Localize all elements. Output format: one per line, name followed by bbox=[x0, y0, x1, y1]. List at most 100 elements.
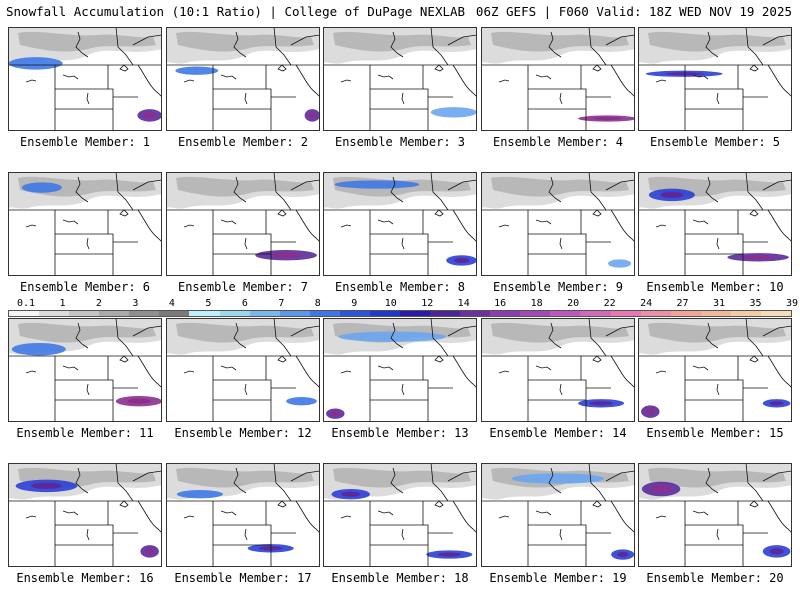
ensemble-member-label: Ensemble Member: 3 bbox=[334, 135, 466, 149]
colorbar-swatch bbox=[580, 311, 611, 316]
ensemble-panel bbox=[166, 318, 320, 422]
moderate-snow-shading bbox=[648, 467, 786, 488]
lake-outlines bbox=[655, 500, 759, 541]
snowfall-core bbox=[308, 112, 317, 119]
state-boundaries bbox=[638, 172, 792, 276]
snowfall-map bbox=[323, 27, 477, 131]
snowfall-core bbox=[270, 252, 302, 258]
colorbar-swatch bbox=[9, 311, 40, 316]
state-boundaries bbox=[166, 463, 320, 567]
snowfall-max-area bbox=[8, 57, 63, 70]
moderate-snow-shading bbox=[648, 31, 786, 52]
snowfall-map bbox=[8, 463, 162, 567]
colorbar-swatch bbox=[279, 311, 310, 316]
colorbar-tick-label: 31 bbox=[713, 298, 726, 309]
snowfall-map bbox=[8, 27, 162, 131]
state-boundaries bbox=[638, 27, 792, 131]
moderate-snow-shading bbox=[176, 31, 314, 52]
ensemble-member-label: Ensemble Member: 12 bbox=[174, 426, 312, 440]
snowfall-map bbox=[166, 463, 320, 567]
snowfall-max-area bbox=[21, 182, 62, 193]
snowfall-map bbox=[8, 318, 162, 422]
snowfall-core bbox=[437, 552, 461, 557]
colorbar-swatch bbox=[670, 311, 701, 316]
colorbar-bar bbox=[8, 310, 792, 317]
colorbar-swatch bbox=[760, 311, 792, 316]
colorbar-swatch bbox=[369, 311, 401, 316]
snowfall-map bbox=[638, 172, 792, 276]
ensemble-panel bbox=[638, 318, 792, 422]
colorbar-swatch bbox=[520, 311, 551, 316]
moderate-snow-shading bbox=[491, 31, 629, 52]
snowfall-map bbox=[481, 27, 635, 131]
snowfall-core bbox=[616, 551, 629, 558]
state-boundaries bbox=[166, 318, 320, 422]
colorbar-swatch bbox=[339, 311, 370, 316]
ensemble-member-label: Ensemble Member: 15 bbox=[646, 426, 784, 440]
snowfall-map bbox=[638, 318, 792, 422]
lake-outlines bbox=[498, 500, 602, 541]
ensemble-panel bbox=[323, 463, 477, 567]
lake-outlines bbox=[25, 500, 129, 541]
moderate-snow-shading bbox=[176, 322, 314, 343]
snowfall-core bbox=[127, 398, 151, 404]
state-boundaries bbox=[323, 27, 477, 131]
state-boundaries bbox=[323, 463, 477, 567]
state-boundaries bbox=[8, 27, 162, 131]
lake-outlines bbox=[340, 209, 444, 250]
colorbar-tick-label: 8 bbox=[314, 298, 321, 309]
colorbar-swatch bbox=[69, 311, 100, 316]
model-run-info: 06Z GEFS | F060 Valid: 18Z WED NOV 19 20… bbox=[475, 4, 792, 19]
colorbar-swatch bbox=[219, 311, 250, 316]
ensemble-member-label: Ensemble Member: 13 bbox=[331, 426, 469, 440]
ensemble-panel bbox=[166, 463, 320, 567]
snowfall-core bbox=[145, 548, 155, 555]
colorbar-tick-label: 22 bbox=[603, 298, 616, 309]
snowfall-max-area bbox=[286, 397, 317, 406]
snowfall-core bbox=[769, 548, 784, 555]
ensemble-member-label: Ensemble Member: 20 bbox=[646, 571, 784, 585]
lake-outlines bbox=[655, 64, 759, 105]
snowfall-core bbox=[31, 482, 62, 489]
snowfall-core bbox=[664, 72, 704, 76]
colorbar-swatch bbox=[129, 311, 160, 316]
snowfall-max-area bbox=[175, 66, 219, 75]
snowfall-max-area bbox=[430, 107, 477, 118]
ensemble-member-label: Ensemble Member: 2 bbox=[177, 135, 309, 149]
snowfall-core bbox=[143, 112, 156, 119]
snowfall-core bbox=[660, 191, 684, 198]
colorbar-tick-label: 3 bbox=[132, 298, 139, 309]
snowfall-map bbox=[323, 463, 477, 567]
ensemble-member-label: Ensemble Member: 10 bbox=[646, 280, 784, 294]
state-boundaries bbox=[481, 318, 635, 422]
ensemble-member-label: Ensemble Member: 4 bbox=[492, 135, 624, 149]
colorbar-swatch bbox=[700, 311, 731, 316]
snowfall-map bbox=[638, 27, 792, 131]
colorbar-swatch bbox=[640, 311, 671, 316]
lake-outlines bbox=[340, 500, 444, 541]
moderate-snow-shading bbox=[491, 176, 629, 197]
lake-outlines bbox=[25, 209, 129, 250]
ensemble-member-label: Ensemble Member: 17 bbox=[174, 571, 312, 585]
snowfall-core bbox=[589, 401, 613, 406]
lake-outlines bbox=[498, 64, 602, 105]
state-boundaries bbox=[638, 463, 792, 567]
snowfall-core bbox=[645, 408, 655, 415]
snowfall-map bbox=[481, 172, 635, 276]
ensemble-panel bbox=[323, 318, 477, 422]
colorbar-swatch bbox=[99, 311, 130, 316]
state-boundaries bbox=[166, 172, 320, 276]
snowfall-map bbox=[481, 318, 635, 422]
snowfall-max-area bbox=[176, 490, 223, 499]
ensemble-panel bbox=[8, 318, 162, 422]
lake-outlines bbox=[340, 355, 444, 396]
ensemble-member-label: Ensemble Member: 14 bbox=[489, 426, 627, 440]
moderate-snow-shading bbox=[176, 467, 314, 488]
colorbar-swatch bbox=[550, 311, 581, 316]
colorbar-tick-label: 35 bbox=[749, 298, 762, 309]
snowfall-map bbox=[323, 318, 477, 422]
ensemble-panel bbox=[638, 463, 792, 567]
ensemble-member-label: Ensemble Member: 8 bbox=[334, 280, 466, 294]
snowfall-max-area bbox=[11, 342, 66, 356]
colorbar-tick-label: 0.1 bbox=[16, 298, 36, 309]
